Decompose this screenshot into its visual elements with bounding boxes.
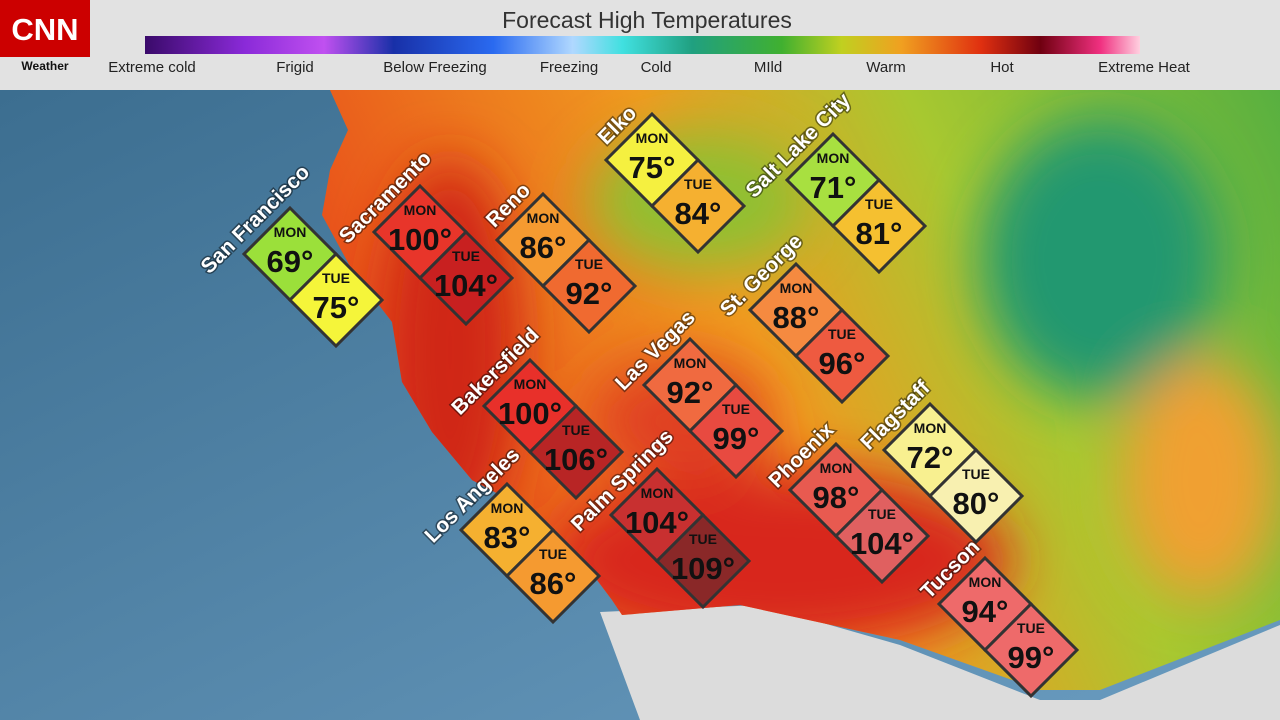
day-label: MON: [491, 500, 524, 516]
tue-diamond: [527, 403, 625, 501]
day-label: TUE: [1017, 620, 1045, 636]
tue-diamond: [540, 237, 638, 335]
day-label: MON: [674, 355, 707, 371]
mon-temp: 92°: [667, 375, 714, 410]
day-label: TUE: [684, 176, 712, 192]
tue-diamond: [504, 527, 602, 625]
tue-temp: 104°: [434, 268, 498, 303]
tue-temp: 92°: [566, 276, 613, 311]
tue-temp: 99°: [1008, 640, 1055, 675]
title: Forecast High Temperatures: [502, 7, 792, 33]
day-label: MON: [641, 485, 674, 501]
legend-label: Extreme cold: [108, 59, 196, 76]
mon-temp: 69°: [267, 244, 314, 279]
legend-label: MIld: [754, 59, 782, 76]
logo: CNN: [11, 12, 78, 47]
mon-temp: 72°: [907, 440, 954, 475]
mon-temp: 86°: [520, 230, 567, 265]
tue-temp: 96°: [819, 346, 866, 381]
day-label: TUE: [689, 531, 717, 547]
tue-temp: 86°: [530, 566, 577, 601]
mon-temp: 104°: [625, 505, 689, 540]
day-label: TUE: [322, 270, 350, 286]
mexico: [600, 605, 1280, 720]
tue-diamond: [649, 157, 747, 255]
day-label: TUE: [562, 422, 590, 438]
mon-temp: 94°: [962, 594, 1009, 629]
day-label: MON: [636, 130, 669, 146]
mon-temp: 100°: [498, 396, 562, 431]
day-label: MON: [274, 224, 307, 240]
mon-temp: 71°: [810, 170, 857, 205]
tue-diamond: [830, 177, 928, 275]
tue-temp: 106°: [544, 442, 608, 477]
legend-label: Cold: [641, 59, 672, 76]
tue-diamond: [927, 447, 1025, 545]
day-label: TUE: [828, 326, 856, 342]
tue-diamond: [654, 512, 752, 610]
tue-diamond: [417, 229, 515, 327]
tue-temp: 84°: [675, 196, 722, 231]
tue-diamond: [687, 382, 785, 480]
day-label: MON: [404, 202, 437, 218]
legend-label: Hot: [990, 59, 1014, 76]
day-label: MON: [914, 420, 947, 436]
legend-label: Below Freezing: [383, 59, 486, 76]
legend-label: Frigid: [276, 59, 314, 76]
mon-temp: 83°: [484, 520, 531, 555]
cool-blob: [980, 120, 1220, 400]
day-label: TUE: [575, 256, 603, 272]
day-label: MON: [820, 460, 853, 476]
tue-temp: 75°: [313, 290, 360, 325]
legend-label: Extreme Heat: [1098, 59, 1191, 76]
tue-diamond: [793, 307, 891, 405]
mon-temp: 100°: [388, 222, 452, 257]
tue-temp: 109°: [671, 551, 735, 586]
logo-sub: Weather: [21, 59, 68, 73]
day-label: TUE: [868, 506, 896, 522]
day-label: MON: [514, 376, 547, 392]
day-label: MON: [817, 150, 850, 166]
day-label: MON: [527, 210, 560, 226]
color-scale: [145, 36, 1140, 54]
tue-diamond: [287, 251, 385, 349]
day-label: TUE: [452, 248, 480, 264]
tue-temp: 99°: [713, 421, 760, 456]
legend-label: Freezing: [540, 59, 598, 76]
tue-diamond: [833, 487, 931, 585]
legend-label: Warm: [866, 59, 905, 76]
mon-temp: 88°: [773, 300, 820, 335]
day-label: TUE: [722, 401, 750, 417]
day-label: TUE: [539, 546, 567, 562]
warm-blob: [1120, 360, 1280, 600]
tue-diamond: [982, 601, 1080, 699]
tue-temp: 80°: [953, 486, 1000, 521]
tue-temp: 104°: [850, 526, 914, 561]
tue-temp: 81°: [856, 216, 903, 251]
day-label: TUE: [865, 196, 893, 212]
day-label: MON: [780, 280, 813, 296]
day-label: MON: [969, 574, 1002, 590]
mon-temp: 75°: [629, 150, 676, 185]
mon-temp: 98°: [813, 480, 860, 515]
logo-box: [0, 0, 90, 57]
day-label: TUE: [962, 466, 990, 482]
